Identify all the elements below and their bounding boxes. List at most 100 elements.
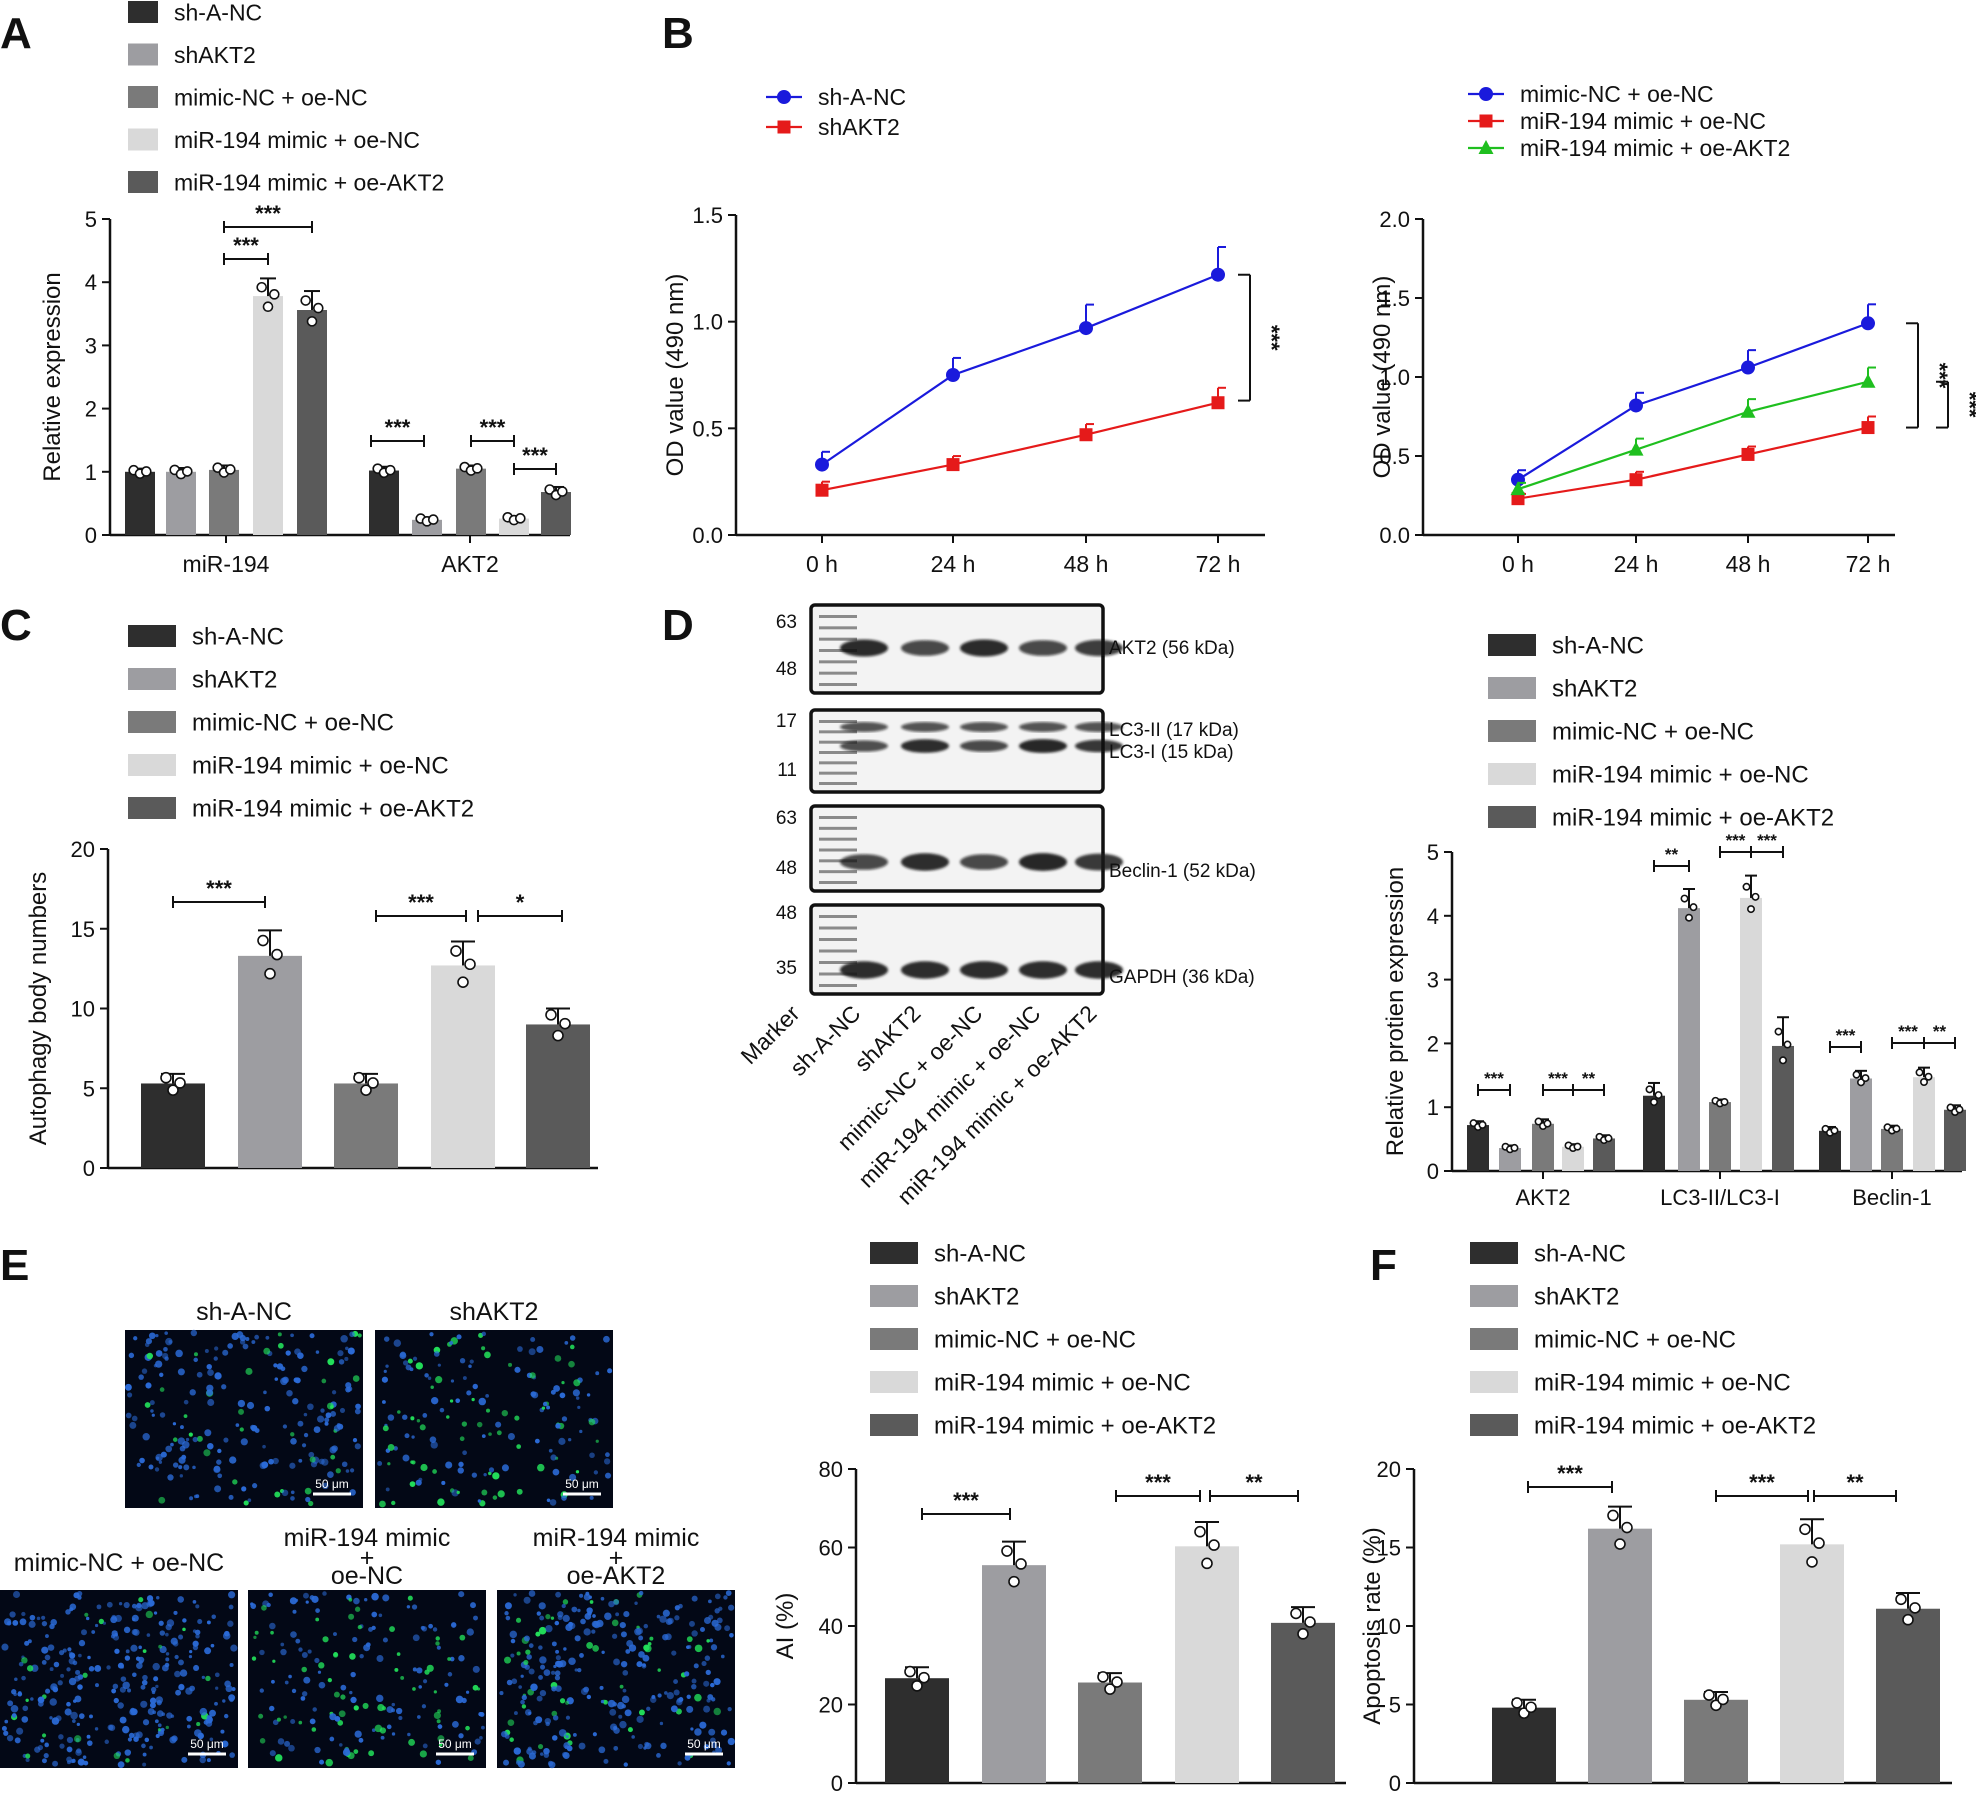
cell-nucleus bbox=[557, 1611, 564, 1618]
marker-band bbox=[819, 816, 857, 819]
data-dot bbox=[1104, 1683, 1116, 1695]
cell-nucleus bbox=[66, 1746, 73, 1753]
cell-nucleus bbox=[291, 1688, 297, 1694]
cell-nucleus bbox=[350, 1696, 357, 1704]
cell-nucleus bbox=[322, 1482, 329, 1490]
cell-nucleus bbox=[528, 1348, 536, 1356]
cell-nucleus bbox=[236, 1331, 244, 1339]
cell-nucleus bbox=[197, 1732, 205, 1740]
y-tick-label: 5 bbox=[83, 1076, 95, 1101]
legend-marker bbox=[777, 120, 791, 134]
cell-nucleus bbox=[664, 1691, 668, 1695]
cell-nucleus bbox=[345, 1346, 349, 1351]
marker-band bbox=[819, 720, 857, 723]
data-dot bbox=[1008, 1575, 1020, 1588]
cell-nucleus bbox=[561, 1603, 566, 1609]
cell-nucleus bbox=[501, 1730, 508, 1738]
cell-nucleus bbox=[334, 1716, 341, 1722]
cell-nucleus bbox=[706, 1698, 711, 1703]
cell-nucleus bbox=[566, 1745, 573, 1752]
cell-nucleus bbox=[637, 1743, 643, 1749]
cell-nucleus bbox=[551, 1641, 557, 1647]
cell-nucleus bbox=[350, 1468, 355, 1473]
cell-nucleus bbox=[196, 1371, 203, 1378]
legend-swatch bbox=[1488, 763, 1536, 785]
cell-nucleus bbox=[294, 1348, 301, 1355]
cell-nucleus bbox=[125, 1758, 130, 1763]
cell-nucleus bbox=[429, 1436, 437, 1443]
cell-nucleus bbox=[214, 1346, 219, 1351]
cell-nucleus bbox=[41, 1733, 47, 1738]
legend-label: shAKT2 bbox=[818, 114, 900, 140]
data-dot bbox=[471, 463, 483, 474]
cell-nucleus bbox=[495, 1421, 502, 1428]
marker-band bbox=[819, 660, 857, 664]
cell-nucleus bbox=[214, 1672, 220, 1678]
legend-label: miR-194 mimic + oe-AKT2 bbox=[934, 1413, 1216, 1440]
cell-nucleus bbox=[389, 1626, 395, 1633]
cell-nucleus bbox=[478, 1711, 483, 1717]
cell-nucleus bbox=[259, 1649, 265, 1656]
cell-nucleus bbox=[371, 1625, 376, 1631]
cell-nucleus bbox=[330, 1411, 337, 1417]
cell-nucleus bbox=[98, 1618, 105, 1625]
cell-nucleus bbox=[282, 1424, 288, 1429]
cell-nucleus bbox=[659, 1721, 664, 1726]
cell-nucleus bbox=[446, 1415, 450, 1419]
cell-nucleus bbox=[155, 1360, 163, 1368]
cell-nucleus bbox=[196, 1435, 203, 1442]
bar bbox=[1588, 1528, 1652, 1783]
cell-nucleus bbox=[349, 1489, 356, 1496]
cell-nucleus bbox=[377, 1703, 385, 1712]
cell-nucleus bbox=[686, 1705, 694, 1713]
cell-nucleus bbox=[603, 1458, 611, 1465]
cell-nucleus bbox=[530, 1336, 536, 1342]
cell-nucleus bbox=[715, 1746, 723, 1754]
cell-nucleus bbox=[728, 1604, 735, 1611]
cell-nucleus bbox=[378, 1613, 383, 1618]
cell-nucleus bbox=[114, 1648, 120, 1654]
cell-nucleus bbox=[158, 1620, 164, 1626]
cell-nucleus bbox=[374, 1724, 383, 1733]
cell-nucleus bbox=[243, 1500, 249, 1506]
cell-nucleus bbox=[623, 1611, 630, 1618]
micrograph-title: + bbox=[609, 1544, 624, 1572]
bar bbox=[1175, 1546, 1239, 1783]
cell-nucleus bbox=[571, 1606, 578, 1613]
cell-nucleus bbox=[412, 1634, 420, 1642]
cell-nucleus bbox=[636, 1661, 643, 1668]
cell-nucleus bbox=[140, 1684, 146, 1690]
cell-nucleus bbox=[214, 1485, 222, 1493]
cell-nucleus bbox=[129, 1421, 137, 1429]
cell-nucleus bbox=[30, 1697, 34, 1701]
cell-nucleus bbox=[325, 1412, 332, 1419]
data-dot bbox=[1830, 1126, 1839, 1135]
cell-nucleus bbox=[138, 1645, 142, 1650]
cell-nucleus bbox=[75, 1749, 82, 1756]
cell-nucleus bbox=[172, 1422, 177, 1426]
bar bbox=[1467, 1125, 1489, 1171]
cell-nucleus bbox=[165, 1445, 173, 1453]
cell-nucleus bbox=[85, 1616, 90, 1621]
cell-nucleus bbox=[155, 1684, 159, 1689]
data-dot bbox=[1645, 1085, 1654, 1094]
cell-nucleus bbox=[242, 1343, 249, 1350]
cell-nucleus bbox=[78, 1653, 82, 1658]
cell-nucleus bbox=[145, 1610, 154, 1619]
cell-nucleus bbox=[354, 1606, 361, 1612]
cell-nucleus bbox=[228, 1694, 236, 1702]
data-dot bbox=[1946, 1103, 1955, 1112]
cell-nucleus bbox=[638, 1590, 644, 1596]
cell-nucleus bbox=[550, 1454, 557, 1461]
y-tick-label: 15 bbox=[1377, 1536, 1401, 1561]
x-tick-label: 0 h bbox=[806, 551, 838, 577]
cell-nucleus bbox=[534, 1438, 540, 1444]
cell-nucleus bbox=[199, 1707, 208, 1716]
protein-band bbox=[901, 640, 949, 656]
data-dot bbox=[306, 316, 318, 327]
data-dot bbox=[268, 289, 280, 300]
cell-nucleus bbox=[539, 1615, 545, 1621]
cell-nucleus bbox=[214, 1701, 218, 1706]
cell-nucleus bbox=[154, 1467, 160, 1472]
cell-nucleus bbox=[17, 1691, 23, 1697]
